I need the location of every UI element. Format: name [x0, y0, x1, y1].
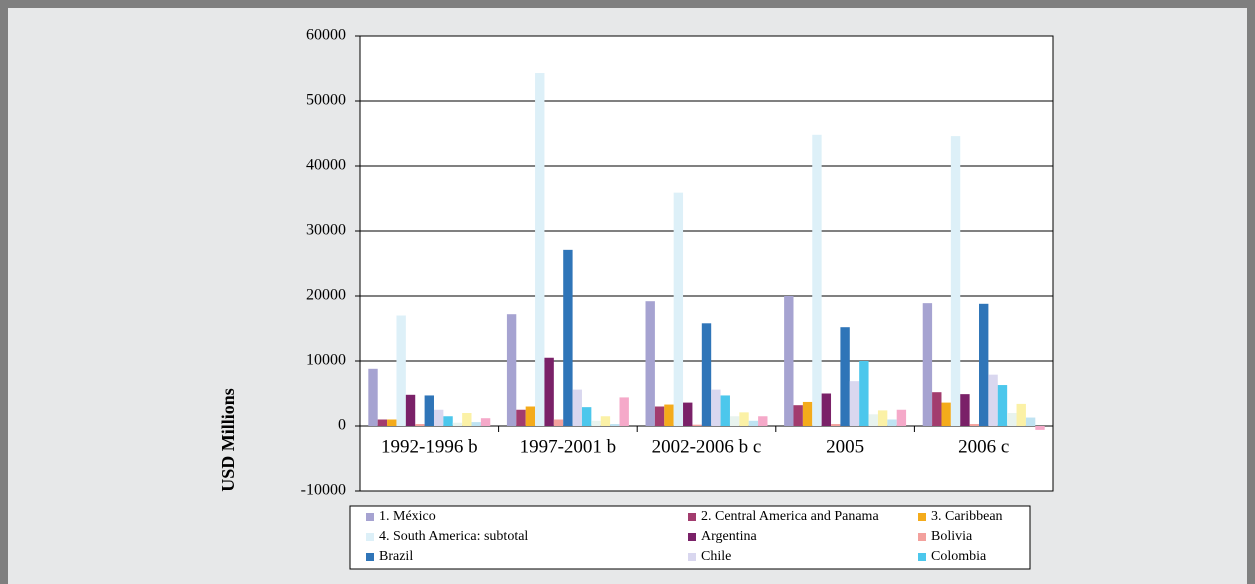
- bar: [932, 392, 942, 426]
- bar: [480, 418, 491, 426]
- bar: [396, 315, 406, 426]
- legend-swatch: [918, 553, 926, 561]
- bar: [664, 404, 674, 426]
- bar: [877, 410, 888, 426]
- bar: [591, 420, 601, 426]
- bar: [506, 314, 517, 426]
- legend-swatch: [366, 513, 374, 521]
- bar: [673, 192, 684, 426]
- legend-swatch: [688, 553, 696, 561]
- bar: [720, 395, 730, 426]
- bar: [793, 405, 803, 426]
- bar: [758, 416, 768, 426]
- y-tick-label: 20000: [306, 287, 346, 304]
- legend-label: 3. Caribbean: [931, 509, 1003, 524]
- y-tick-label: 10000: [306, 352, 346, 369]
- bar: [1007, 413, 1017, 426]
- y-tick-label: 0: [338, 417, 346, 434]
- bar: [525, 406, 536, 426]
- bar: [377, 419, 388, 426]
- bar: [950, 136, 961, 426]
- legend-label: Colombia: [931, 549, 987, 564]
- legend-swatch: [366, 533, 374, 541]
- bar: [553, 419, 564, 426]
- bar: [896, 409, 907, 426]
- legend-label: Chile: [701, 549, 731, 564]
- bar: [969, 424, 980, 426]
- legend-label: 2. Central America and Panama: [701, 509, 879, 524]
- bar: [831, 424, 841, 426]
- legend-swatch: [918, 513, 926, 521]
- legend-swatch: [366, 553, 374, 561]
- bar: [739, 412, 749, 426]
- bar: [443, 416, 453, 426]
- bar: [887, 419, 897, 426]
- bar: [997, 385, 1008, 426]
- bar: [922, 303, 933, 426]
- legend-swatch: [688, 513, 696, 521]
- bar: [433, 409, 444, 426]
- legend-label: Bolivia: [931, 529, 973, 544]
- bar: [784, 296, 794, 426]
- legend-swatch: [688, 533, 696, 541]
- x-tick-label: 2005: [826, 436, 864, 457]
- bar: [941, 402, 951, 426]
- bar: [701, 323, 712, 426]
- legend-label: Argentina: [701, 529, 758, 544]
- y-tick-label: 50000: [306, 92, 346, 109]
- bar: [821, 393, 832, 426]
- bar: [424, 395, 434, 426]
- legend-label: 1. México: [379, 509, 436, 524]
- bar: [600, 416, 611, 426]
- x-tick-label: 1997-2001 b: [520, 436, 617, 457]
- y-tick-label: -10000: [301, 482, 346, 499]
- bar: [988, 374, 998, 426]
- bar: [692, 424, 702, 426]
- legend-label: Brazil: [379, 549, 413, 564]
- bar: [462, 413, 472, 426]
- bar: [859, 361, 869, 426]
- x-tick-label: 1992-1996 b: [381, 436, 478, 457]
- x-tick-label: 2002-2006 b c: [652, 436, 762, 457]
- bar: [415, 424, 425, 426]
- bar: [849, 381, 860, 426]
- bar: [840, 327, 850, 426]
- bar: [960, 394, 970, 426]
- bar: [711, 389, 721, 426]
- bar: [581, 407, 592, 426]
- bar: [610, 424, 620, 426]
- bar: [368, 368, 378, 426]
- bar: [748, 420, 759, 426]
- bar: [563, 249, 573, 426]
- y-tick-label: 30000: [306, 222, 346, 239]
- bar: [868, 414, 878, 426]
- bar: [471, 422, 481, 426]
- bar: [405, 394, 416, 426]
- bar: [812, 134, 822, 427]
- bar: [452, 422, 463, 426]
- bar: [1035, 426, 1045, 430]
- bar: [645, 301, 655, 426]
- bar: [1025, 417, 1036, 426]
- bar: [535, 73, 545, 427]
- legend-label: 4. South America: subtotal: [379, 529, 528, 544]
- bar: [516, 409, 526, 426]
- x-tick-label: 2006 c: [958, 436, 1009, 457]
- bar: [387, 419, 397, 426]
- bar: [544, 357, 554, 426]
- bar: [802, 401, 813, 426]
- bar: [683, 402, 693, 426]
- bar: [1016, 403, 1026, 426]
- y-tick-label: 40000: [306, 157, 346, 174]
- y-axis-label: USD Millions: [218, 388, 238, 492]
- bar: [619, 397, 629, 426]
- bar: [572, 389, 582, 426]
- legend-swatch: [918, 533, 926, 541]
- bar: [729, 416, 740, 426]
- bar: [979, 303, 989, 426]
- y-tick-label: 60000: [306, 27, 346, 44]
- bar: [654, 406, 665, 426]
